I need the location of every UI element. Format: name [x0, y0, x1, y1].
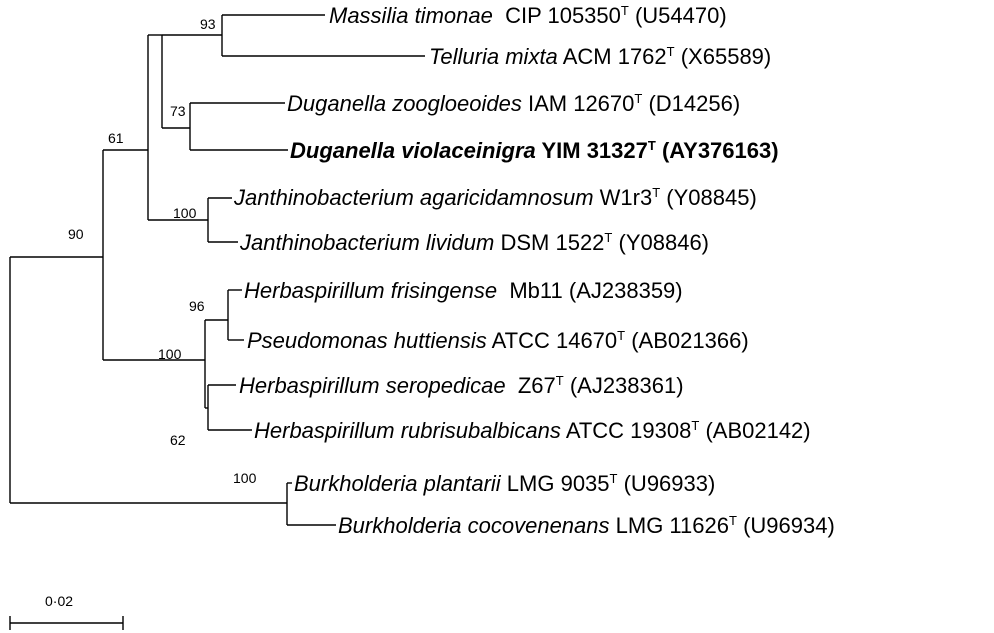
- taxon-label: Duganella zoogloeoides IAM 12670T (D1425…: [287, 91, 741, 116]
- taxon-label: Herbaspirillum frisingense Mb11 (AJ23835…: [244, 278, 683, 303]
- bootstrap-value: 61: [108, 130, 124, 146]
- scale-bar: [9, 616, 124, 630]
- scale-bar-label: 0·02: [45, 593, 74, 609]
- bootstrap-value: 96: [189, 298, 205, 314]
- bootstrap-value: 93: [200, 16, 216, 32]
- taxon-label-highlighted: Duganella violaceinigra YIM 31327T (AY37…: [290, 138, 779, 163]
- bootstrap-value: 100: [233, 470, 257, 486]
- taxon-label: Pseudomonas huttiensis ATCC 14670T (AB02…: [247, 328, 749, 353]
- bootstrap-value: 62: [170, 432, 186, 448]
- taxon-label: Herbaspirillum seropedicae Z67T (AJ23836…: [239, 373, 684, 398]
- taxon-label: Janthinobacterium lividum DSM 1522T (Y08…: [240, 230, 710, 255]
- taxon-label: Janthinobacterium agaricidamnosum W1r3T …: [234, 185, 757, 210]
- taxon-label: Burkholderia plantarii LMG 9035T (U96933…: [294, 471, 716, 496]
- bootstrap-value: 100: [173, 205, 197, 221]
- taxon-label: Burkholderia cocovenenans LMG 11626T (U9…: [338, 513, 835, 538]
- bootstrap-value: 90: [68, 226, 84, 242]
- taxon-label: Herbaspirillum rubrisubalbicans ATCC 193…: [254, 418, 811, 443]
- bootstrap-value: 73: [170, 103, 186, 119]
- taxon-label: Telluria mixta ACM 1762T (X65589): [429, 44, 772, 69]
- taxon-label: Massilia timonae CIP 105350T (U54470): [329, 3, 727, 28]
- bootstrap-value: 100: [158, 346, 182, 362]
